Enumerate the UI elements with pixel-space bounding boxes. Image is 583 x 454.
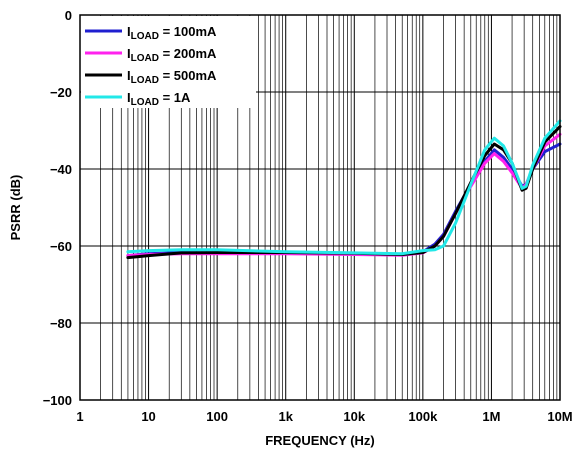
plot-frame [79, 14, 561, 401]
x-tick-label: 100k [408, 409, 438, 424]
y-tick-label: 0 [65, 8, 72, 23]
x-tick-label: 10 [141, 409, 155, 424]
y-tick-label: −40 [50, 162, 72, 177]
series-lines [126, 119, 562, 260]
x-tick-label: 1k [278, 409, 293, 424]
x-tick-labels: 1 10 100 1k 10k 100k 1M 10M [76, 409, 572, 424]
x-axis-label: FREQUENCY (Hz) [265, 433, 375, 448]
legend-entry-1: ILOAD = 100mA [127, 24, 217, 42]
x-tick-label: 100 [206, 409, 228, 424]
legend-entry-2: ILOAD = 200mA [127, 46, 217, 64]
y-tick-label: −60 [50, 239, 72, 254]
legend: ILOAD = 100mA ILOAD = 200mA ILOAD = 500mA I… [81, 16, 256, 108]
y-axis-label: PSRR (dB) [8, 175, 23, 241]
legend-entry-4: ILOAD = 1A [127, 90, 191, 108]
y-tick-label: −100 [43, 393, 72, 408]
x-tick-label: 1 [76, 409, 83, 424]
x-tick-label: 1M [482, 409, 500, 424]
series-line-3 [126, 125, 562, 260]
x-tick-label: 10M [547, 409, 572, 424]
y-tick-label: −20 [50, 85, 72, 100]
series-line-4 [126, 119, 562, 256]
legend-entry-3: ILOAD = 500mA [127, 68, 217, 86]
y-tick-labels: 0 −20 −40 −60 −80 −100 [43, 8, 72, 408]
x-tick-label: 10k [343, 409, 365, 424]
y-tick-label: −80 [50, 316, 72, 331]
